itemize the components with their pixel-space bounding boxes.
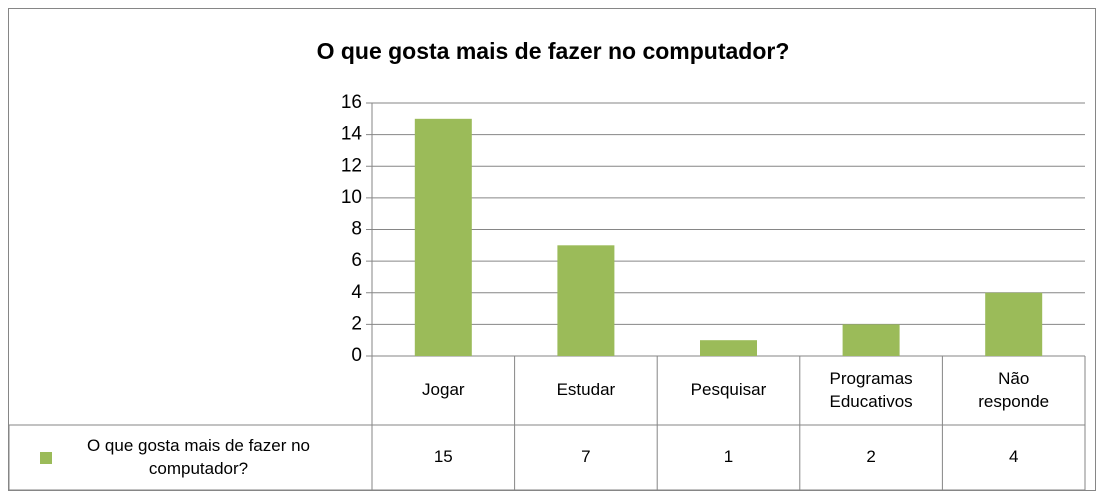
x-tick-label-cell-box: Não responde [942,356,1085,425]
x-tick-label-cell: Estudar [515,356,658,425]
x-tick-label-cell-box: Jogar [372,356,515,425]
table-value: 7 [581,447,591,467]
legend-label-cell: O que gosta mais de fazer no computador? [9,425,372,490]
table-value-cell-box: 4 [942,425,1085,490]
table-value: 2 [866,447,876,467]
y-tick-label: 8 [351,219,362,240]
y-tick-label: 14 [341,124,363,145]
x-tick-label-cell-box: Estudar [515,356,658,425]
table-value-cell-box: 2 [800,425,943,490]
table-value: 15 [433,447,453,467]
table-value: 1 [723,447,734,467]
x-tick-label-cell: Pesquisar [657,356,800,425]
table-value-cell: 15 [372,425,515,490]
table-value-cell: 1 [657,425,800,490]
table-value-cell: 7 [515,425,658,490]
y-tick-label: 10 [341,187,362,208]
x-tick-label-cell: Jogar [372,356,515,425]
table-value: 4 [1008,447,1019,467]
y-tick-label: 0 [351,345,362,366]
bar [842,324,900,356]
table-value-cell: 4 [942,425,1085,490]
x-tick-label: Não responde [978,368,1050,411]
legend-label: O que gosta mais de fazer no computador? [86,435,311,478]
y-tick-label: 16 [341,92,362,113]
x-tick-label: Programas Educativos [829,368,913,411]
legend-swatch [40,451,52,464]
table-value-cell-box: 1 [657,425,800,490]
table-value-cell-box: 15 [372,425,515,490]
y-tick-label: 4 [351,282,362,303]
table-value-cell-box: 7 [515,425,658,490]
y-tick-label: 6 [351,250,362,271]
table-value-cell: 2 [800,425,943,490]
bar [700,340,757,356]
y-tick-label: 12 [341,155,362,176]
chart-title: O que gosta mais de fazer no computador? [317,38,790,64]
legend-label-cell-box: O que gosta mais de fazer no computador? [9,425,372,490]
chart-border [8,8,1096,491]
x-tick-label-cell: Não responde [942,356,1085,425]
x-tick-label-cell-box: Programas Educativos [800,356,943,425]
bar [985,292,1043,356]
x-tick-label: Jogar [422,380,465,400]
bar [557,245,615,356]
x-tick-label: Estudar [556,380,616,400]
y-tick-label: 2 [351,313,362,334]
x-tick-label-cell: Programas Educativos [800,356,943,425]
x-tick-label: Pesquisar [690,380,767,400]
x-tick-label-cell-box: Pesquisar [657,356,800,425]
bar [414,118,472,356]
